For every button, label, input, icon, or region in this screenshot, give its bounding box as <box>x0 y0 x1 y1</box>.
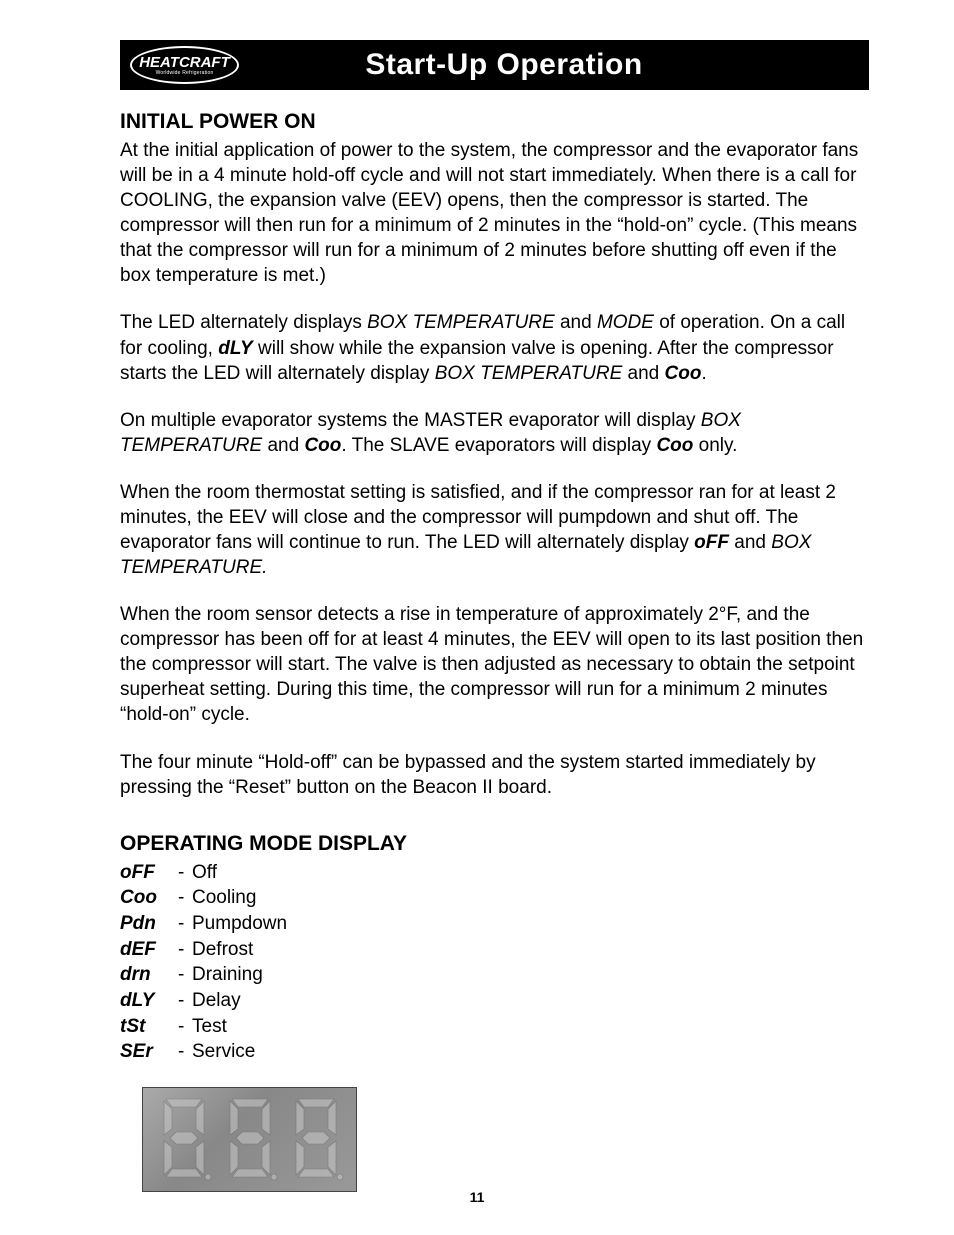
mode-label: Off <box>192 860 217 886</box>
text-run: and <box>555 312 597 333</box>
mode-code: Pdn <box>120 911 178 937</box>
text-run-italic: BOX TEMPERATURE <box>435 363 623 384</box>
text-run: On multiple evaporator systems the MASTE… <box>120 410 701 431</box>
paragraph: The four minute “Hold-off” can be bypass… <box>120 750 869 800</box>
paragraph: The LED alternately displays BOX TEMPERA… <box>120 310 869 385</box>
mode-row: tSt- Test <box>120 1014 869 1040</box>
text-run-bold-italic: oFF <box>694 532 729 553</box>
led-display-image <box>142 1087 357 1192</box>
mode-code-list: oFF- OffCoo- CoolingPdn- PumpdowndEF- De… <box>120 860 869 1065</box>
paragraph: At the initial application of power to t… <box>120 138 869 288</box>
mode-code: oFF <box>120 860 178 886</box>
mode-label: Cooling <box>192 885 256 911</box>
mode-dash: - <box>178 1039 192 1065</box>
seven-segment-digit-icon <box>156 1095 212 1183</box>
mode-row: SEr- Service <box>120 1039 869 1065</box>
text-run-bold-italic: dLY <box>218 338 252 359</box>
mode-dash: - <box>178 988 192 1014</box>
mode-code: SEr <box>120 1039 178 1065</box>
mode-code: dLY <box>120 988 178 1014</box>
mode-row: Pdn- Pumpdown <box>120 911 869 937</box>
title-banner: HEATCRAFT Worldwide Refrigeration Start-… <box>120 40 869 90</box>
text-run: . <box>701 363 706 384</box>
mode-label: Test <box>192 1014 227 1040</box>
document-page: HEATCRAFT Worldwide Refrigeration Start-… <box>0 0 954 1235</box>
page-title: Start-Up Operation <box>149 48 859 82</box>
mode-dash: - <box>178 885 192 911</box>
mode-row: dLY- Delay <box>120 988 869 1014</box>
mode-code: tSt <box>120 1014 178 1040</box>
text-run: . The SLAVE evaporators will display <box>341 435 656 456</box>
mode-code: Coo <box>120 885 178 911</box>
mode-row: dEF- Defrost <box>120 937 869 963</box>
mode-label: Defrost <box>192 937 253 963</box>
text-run-bold-italic: Coo <box>665 363 702 384</box>
seven-segment-digit-icon <box>222 1095 278 1183</box>
paragraph: When the room sensor detects a rise in t… <box>120 602 869 727</box>
mode-row: oFF- Off <box>120 860 869 886</box>
mode-dash: - <box>178 860 192 886</box>
mode-dash: - <box>178 911 192 937</box>
text-run: and <box>622 363 664 384</box>
section-heading-initial-power: INITIAL POWER ON <box>120 110 869 134</box>
text-run: and <box>262 435 304 456</box>
text-run: The LED alternately displays <box>120 312 367 333</box>
page-number: 11 <box>0 1189 954 1205</box>
mode-dash: - <box>178 937 192 963</box>
text-run-italic: MODE <box>597 312 654 333</box>
seven-segment-digit-icon <box>288 1095 344 1183</box>
text-run-italic: BOX TEMPERATURE <box>367 312 555 333</box>
mode-label: Draining <box>192 962 263 988</box>
mode-code: dEF <box>120 937 178 963</box>
section-heading-operating-mode: OPERATING MODE DISPLAY <box>120 832 869 856</box>
text-run: only. <box>693 435 737 456</box>
mode-row: drn- Draining <box>120 962 869 988</box>
paragraph: When the room thermostat setting is sati… <box>120 480 869 580</box>
text-run: and <box>729 532 771 553</box>
paragraph: On multiple evaporator systems the MASTE… <box>120 408 869 458</box>
mode-code: drn <box>120 962 178 988</box>
text-run-bold-italic: Coo <box>656 435 693 456</box>
text-run-bold-italic: Coo <box>304 435 341 456</box>
mode-row: Coo- Cooling <box>120 885 869 911</box>
mode-label: Service <box>192 1039 255 1065</box>
mode-label: Pumpdown <box>192 911 287 937</box>
mode-dash: - <box>178 1014 192 1040</box>
mode-dash: - <box>178 962 192 988</box>
mode-label: Delay <box>192 988 241 1014</box>
